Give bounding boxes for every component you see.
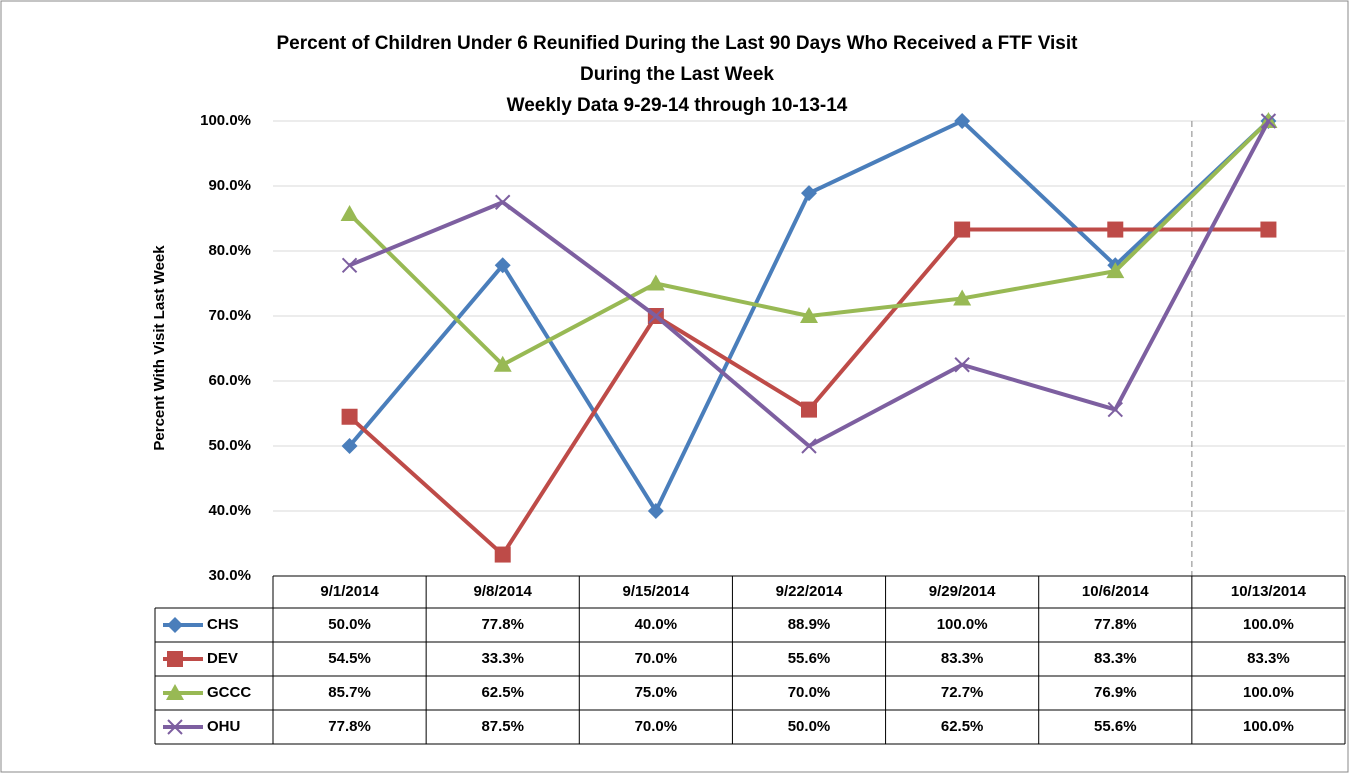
table-value: 83.3% (1247, 650, 1290, 667)
table-value: 62.5% (941, 718, 984, 735)
data-point (495, 194, 511, 210)
y-tick-label: 30.0% (208, 567, 251, 584)
data-point (801, 185, 817, 202)
data-point (953, 289, 972, 306)
y-tick-label: 100.0% (200, 112, 251, 129)
table-value: 33.3% (481, 650, 524, 667)
y-tick-label: 80.0% (208, 242, 251, 259)
data-point (340, 204, 359, 221)
y-tick-label: 70.0% (208, 307, 251, 324)
legend-label: DEV (207, 650, 238, 667)
table-value: 100.0% (1243, 684, 1294, 701)
data-point (341, 408, 358, 425)
table-value: 76.9% (1094, 684, 1137, 701)
data-point (341, 438, 358, 454)
data-point (1107, 401, 1123, 418)
table-value: 40.0% (635, 616, 678, 633)
data-point (493, 355, 512, 372)
legend-marker (167, 719, 183, 735)
y-tick-label: 40.0% (208, 502, 251, 519)
table-value: 100.0% (1243, 616, 1294, 633)
data-point (1107, 221, 1124, 238)
table-value: 62.5% (481, 684, 524, 701)
data-point (646, 274, 665, 291)
table-value: 87.5% (481, 718, 524, 735)
table-value: 70.0% (635, 718, 678, 735)
x-tick-label: 9/29/2014 (929, 583, 996, 600)
x-tick-label: 9/1/2014 (320, 583, 379, 600)
y-tick-label: 90.0% (208, 177, 251, 194)
legend-label: CHS (207, 616, 239, 633)
legend-label: GCCC (207, 684, 251, 701)
table-value: 100.0% (1243, 718, 1294, 735)
table-value: 55.6% (788, 650, 831, 667)
legend-marker (167, 651, 183, 667)
table-value: 55.6% (1094, 718, 1137, 735)
data-point (954, 221, 971, 238)
chart-title: Percent of Children Under 6 Reunified Du… (277, 33, 1079, 54)
chart-subtitle: Weekly Data 9-29-14 through 10-13-14 (507, 95, 848, 116)
data-point (1260, 113, 1277, 129)
table-value: 70.0% (788, 684, 831, 701)
data-point (801, 438, 817, 454)
table-value: 50.0% (328, 616, 371, 633)
y-tick-label: 60.0% (208, 372, 251, 389)
data-point (647, 503, 664, 519)
data-point (954, 113, 971, 129)
data-point (954, 357, 970, 373)
x-tick-label: 9/15/2014 (622, 583, 689, 600)
data-point (1260, 221, 1277, 238)
x-tick-label: 9/8/2014 (474, 583, 533, 600)
data-point (494, 546, 511, 563)
table-value: 83.3% (941, 650, 984, 667)
data-point (494, 257, 511, 274)
chart-title: During the Last Week (580, 64, 774, 85)
table-value: 100.0% (937, 616, 988, 633)
table-value: 77.8% (481, 616, 524, 633)
x-tick-label: 9/22/2014 (776, 583, 843, 600)
data-point (801, 401, 817, 418)
x-tick-label: 10/6/2014 (1082, 583, 1149, 600)
table-value: 77.8% (1094, 616, 1137, 633)
data-point (648, 308, 664, 324)
x-tick-label: 10/13/2014 (1231, 583, 1307, 600)
table-value: 83.3% (1094, 650, 1137, 667)
table-value: 75.0% (635, 684, 678, 701)
y-axis-label: Percent With Visit Last Week (151, 245, 168, 451)
data-point (1106, 262, 1125, 279)
y-tick-label: 50.0% (208, 437, 251, 454)
table-value: 70.0% (635, 650, 678, 667)
legend-label: OHU (207, 718, 240, 735)
data-point (800, 307, 818, 323)
table-value: 88.9% (788, 616, 831, 633)
table-value: 50.0% (788, 718, 831, 735)
legend-marker (166, 684, 184, 700)
table-value: 54.5% (328, 650, 371, 667)
data-point (341, 257, 358, 274)
table-value: 72.7% (941, 684, 984, 701)
legend-marker (167, 617, 183, 633)
table-value: 85.7% (328, 684, 371, 701)
table-value: 77.8% (328, 718, 371, 735)
